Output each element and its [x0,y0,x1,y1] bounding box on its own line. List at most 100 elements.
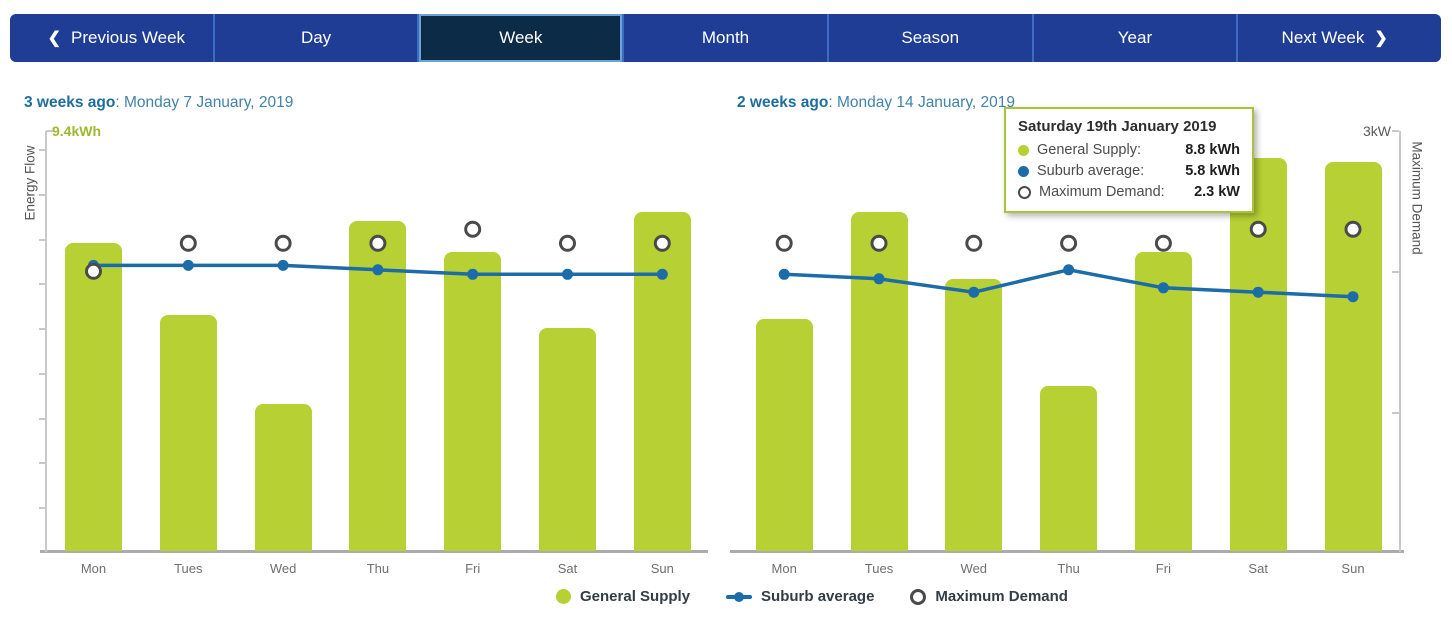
x-label-fri: Fri [1155,561,1171,576]
tab-label: Day [300,28,332,47]
bar-sat[interactable] [1229,157,1287,551]
energy-axis-tick [39,462,45,465]
bar-sun[interactable] [1324,162,1382,551]
legend-item-maximum-demand: Maximum Demand [910,588,1068,605]
bar-tues[interactable] [850,211,908,551]
bar-mon[interactable] [755,319,813,551]
x-axis-line [730,550,1404,553]
maximum-demand-point[interactable] [559,234,576,252]
tab-label: Year [1117,28,1153,47]
tooltip-row-general-supply: General Supply: 8.8 kWh [1018,142,1240,158]
tab-day[interactable]: Day [212,14,418,62]
x-label-tues: Tues [174,561,203,576]
maximum-demand-point[interactable] [775,234,793,252]
tooltip-title: Saturday 19th January 2019 [1018,118,1217,135]
x-label-wed: Wed [960,561,988,576]
maximum-demand-point[interactable] [179,234,197,252]
legend-label: General Supply [580,588,691,605]
maximum-demand-point[interactable] [965,234,983,252]
energy-axis-tick [39,148,45,151]
tab-label: Month [701,28,750,47]
x-label-mon: Mon [771,561,797,576]
energy-flow-axis-label: Energy Flow [22,145,38,221]
legend-label: Suburb average [761,588,875,605]
suburb-average-point[interactable] [562,268,573,280]
tab-week[interactable]: Week [417,14,623,62]
bar-wed[interactable] [254,404,312,551]
maximum-demand-axis-label: Maximum Demand [1409,141,1425,255]
tooltip-row-suburb-average: Suburb average: 5.8 kWh [1018,163,1240,179]
bar-thu[interactable] [349,220,407,551]
demand-axis-max-label: 3kW [1363,123,1391,139]
x-label-sun: Sun [650,561,674,576]
x-label-fri: Fri [465,561,481,576]
maximum-demand-point[interactable] [274,234,292,252]
general-supply-dot-icon [556,589,571,604]
energy-axis-tick [39,238,45,241]
suburb-average-marker-icon [1018,165,1029,177]
suburb-average-point[interactable] [182,259,194,271]
chart-legend: General Supply Suburb average Maximum Dema… [556,588,1068,605]
tooltip-label: Suburb average: [1037,163,1145,179]
bar-tues[interactable] [159,314,217,551]
maximum-demand-marker-icon [1018,185,1031,199]
energy-axis-tick [39,328,45,331]
maximum-demand-circle-icon [910,588,927,605]
bar-sun[interactable] [633,211,691,551]
maximum-demand-point[interactable] [1060,234,1078,252]
demand-axis-tick [1392,411,1399,414]
tab-label: Week [499,28,543,47]
x-axis-line [40,550,708,553]
tooltip-value: 8.8 kWh [1185,142,1240,158]
bar-fri[interactable] [1134,251,1192,551]
demand-axis-top-tick [1392,130,1399,132]
tooltip-label: General Supply: [1037,142,1141,158]
tooltip-rows: General Supply: 8.8 kWh Suburb average: 5.8… [1018,142,1240,200]
x-label-sun: Sun [1341,561,1365,576]
tab-previous-week[interactable]: ❮ Previous Week [10,14,213,62]
bar-fri[interactable] [444,251,502,551]
x-label-sat: Sat [1248,561,1268,576]
suburb-average-point[interactable] [1063,264,1075,276]
energy-axis-tick [39,372,45,375]
chart-title-bold: 2 weeks ago [737,94,829,111]
chart-title-bold: 3 weeks ago [24,94,116,111]
x-label-thu: Thu [366,561,390,576]
bar-thu[interactable] [1040,386,1098,551]
general-supply-marker-icon [1018,144,1029,156]
chevron-left-icon: ❮ [47,30,62,47]
maximum-demand-point[interactable] [464,220,482,238]
demand-axis-tick [1392,271,1399,274]
bar-sat[interactable] [539,328,596,551]
tab-month[interactable]: Month [622,14,827,62]
tab-label: Previous Week [71,28,186,47]
tab-label: Next Week [1281,28,1365,47]
legend-item-general-supply: General Supply [556,588,690,605]
tab-season[interactable]: Season [826,14,1032,62]
time-range-tabs: ❮ Previous Week Day Week Month Season Year Next… [10,14,1441,62]
energy-axis-tick [39,283,45,286]
tab-label: Season [901,28,960,47]
bar-wed[interactable] [945,278,1003,551]
maximum-demand-point[interactable] [1154,234,1172,252]
energy-axis-max-label: 9.4kWh [52,123,102,139]
energy-axis-tick [39,193,45,196]
chart-title-date: : Monday 14 January, 2019 [828,94,1016,111]
chart-title-3-weeks-ago: 3 weeks ago: Monday 7 January, 2019 [24,94,293,112]
x-label-wed: Wed [269,561,297,576]
x-label-thu: Thu [1057,561,1080,576]
tab-next-week[interactable]: Next Week ❯ [1236,14,1441,62]
suburb-average-point[interactable] [277,259,289,271]
tooltip-value: 5.8 kWh [1185,163,1240,179]
energy-axis-tick [39,507,45,510]
chart-title-2-weeks-ago: 2 weeks ago: Monday 14 January, 2019 [737,94,1015,112]
suburb-average-point[interactable] [778,268,790,280]
chart-tooltip: Saturday 19th January 2019 General Suppl… [1004,107,1254,213]
energy-axis-top-tick [46,130,53,132]
energy-axis-tick [39,417,45,420]
x-label-sat: Sat [557,561,578,576]
tooltip-label: Maximum Demand: [1039,184,1165,200]
tooltip-value: 2.3 kW [1194,184,1240,200]
tab-year[interactable]: Year [1031,14,1237,62]
bar-mon[interactable] [65,243,122,551]
